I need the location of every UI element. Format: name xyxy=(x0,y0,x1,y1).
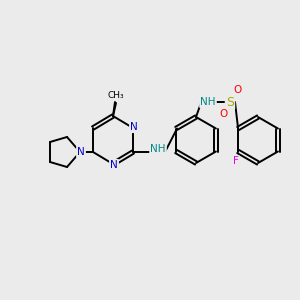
Text: CH₃: CH₃ xyxy=(108,91,124,100)
Text: S: S xyxy=(226,95,234,109)
Text: N: N xyxy=(77,147,85,157)
Text: F: F xyxy=(233,157,239,166)
Text: O: O xyxy=(233,85,241,95)
Text: N: N xyxy=(130,122,138,132)
Text: NH: NH xyxy=(200,97,216,107)
Text: O: O xyxy=(219,109,227,119)
Text: NH: NH xyxy=(150,144,166,154)
Text: N: N xyxy=(110,160,118,170)
